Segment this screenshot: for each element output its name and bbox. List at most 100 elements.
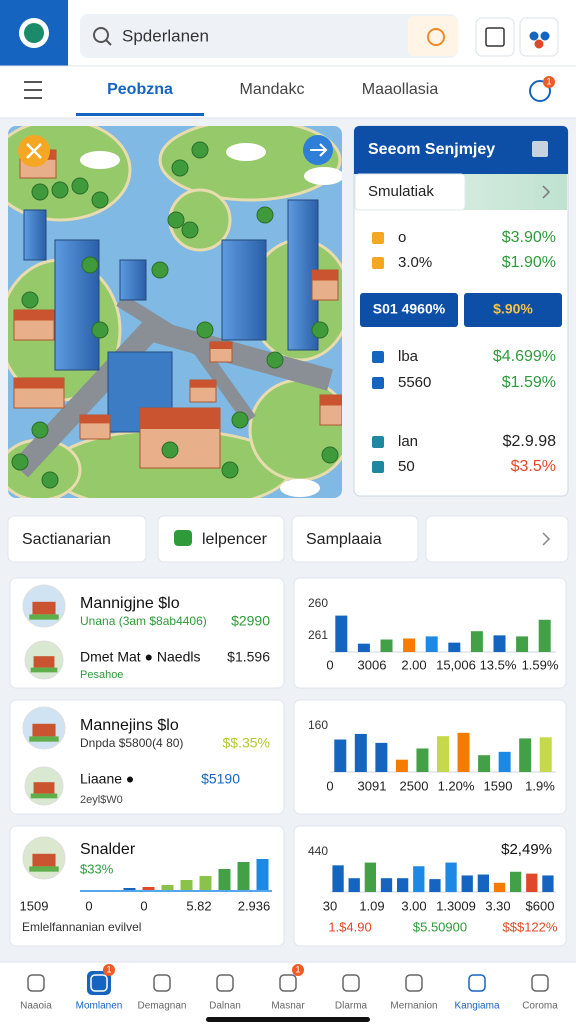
panel-header (354, 126, 568, 174)
nav-icon[interactable] (405, 974, 423, 992)
map-button-icon (310, 143, 328, 157)
x-label: 30 (323, 898, 337, 913)
nav-label: Masnar (271, 1001, 305, 1012)
panel-title: Seeom Senjmjey (368, 141, 495, 158)
nav-icon[interactable] (279, 974, 297, 992)
chip-text: Samplaaia (306, 531, 382, 548)
row-icon (372, 461, 384, 473)
map-tree (11, 453, 29, 471)
map-roof (210, 342, 232, 349)
filter-icon (427, 28, 445, 46)
x-label: 2.00 (401, 657, 426, 672)
x-label: 3.00 (401, 898, 426, 913)
nav-icon[interactable] (216, 974, 234, 992)
x-label: 0 (326, 778, 333, 793)
icon-button[interactable] (519, 17, 559, 57)
filter-button[interactable] (408, 16, 458, 56)
map-roof (14, 378, 64, 389)
avatar-ground (29, 614, 59, 620)
bar (478, 755, 491, 772)
chip[interactable] (157, 515, 285, 563)
nav-label: Demagnan (138, 1001, 187, 1012)
nav-icon[interactable] (153, 974, 171, 992)
tab[interactable]: Peobzna (107, 81, 173, 98)
tab[interactable]: Maaollasia (362, 81, 439, 98)
x-label: 2500 (400, 778, 429, 793)
nav-icon[interactable] (27, 974, 45, 992)
tab-underline (76, 113, 204, 116)
card[interactable] (293, 699, 567, 815)
nav-icon[interactable] (342, 974, 360, 992)
card-footer: $$$122% (503, 919, 558, 934)
panel-subtitle: Smulatiak (368, 183, 434, 200)
card[interactable] (9, 577, 285, 689)
corner-value: $2,49% (501, 841, 552, 858)
map-tree (91, 321, 109, 339)
nav-icon[interactable] (531, 974, 549, 992)
panel-button[interactable] (464, 293, 562, 327)
badge-text: 1 (546, 76, 551, 86)
map-tree (91, 191, 109, 209)
bar (332, 865, 344, 892)
bar (142, 887, 155, 890)
bar (429, 879, 441, 892)
nav-icon[interactable] (468, 974, 486, 992)
badge (103, 964, 115, 976)
bar (425, 636, 438, 652)
map-tree (221, 461, 239, 479)
panel-button[interactable] (360, 293, 458, 327)
bar (364, 862, 377, 892)
bar (445, 862, 457, 892)
map-roof (14, 310, 54, 321)
bar (161, 885, 174, 890)
map-roof (80, 415, 110, 424)
nav-icon[interactable] (90, 974, 108, 992)
card-title: Mannigjne $lo (80, 595, 180, 612)
x-label: 3.30 (485, 898, 510, 913)
y-label: 261 (308, 628, 328, 642)
y-label: 160 (308, 718, 328, 732)
search-box[interactable] (80, 14, 458, 58)
bar (461, 875, 473, 892)
avatar-ground (29, 866, 59, 872)
map-tree (181, 221, 199, 239)
map[interactable] (0, 120, 350, 510)
bar (413, 866, 425, 892)
map-cloud (226, 143, 266, 161)
bar (493, 635, 506, 652)
badge (292, 964, 304, 976)
map-tree (71, 177, 89, 195)
card[interactable] (293, 577, 567, 689)
x-label: 3091 (358, 778, 387, 793)
nav-bg (0, 962, 576, 1024)
card[interactable] (9, 699, 285, 815)
card-value: $$.35% (223, 735, 270, 751)
icon-button[interactable] (475, 17, 515, 57)
row-value: $1.59% (502, 374, 556, 391)
bar (199, 876, 212, 890)
row-label: lba (398, 348, 419, 365)
nav-label: Dlarma (335, 1001, 368, 1012)
chip[interactable] (7, 515, 147, 563)
chat-icon[interactable] (529, 80, 551, 102)
avatar-house (33, 782, 55, 794)
chip[interactable] (291, 515, 419, 563)
subtitle-tab[interactable] (354, 173, 466, 211)
chip[interactable] (425, 515, 569, 563)
card[interactable] (9, 825, 285, 947)
avatar-house (32, 853, 56, 867)
bar (457, 732, 470, 772)
x-label: 0 (85, 898, 92, 913)
bar (218, 869, 231, 890)
badge (543, 76, 555, 88)
tab[interactable]: Mandakc (240, 81, 305, 98)
bar (542, 875, 554, 892)
icon-glyph (529, 31, 539, 41)
card-footer: Emlelfannanian evilvel (22, 920, 141, 934)
x-label: 3006 (358, 657, 387, 672)
x-label: 1509 (20, 898, 49, 913)
avatar-house (32, 601, 56, 615)
x-label: 1.3009 (436, 898, 476, 913)
avatar-ground (30, 667, 58, 673)
